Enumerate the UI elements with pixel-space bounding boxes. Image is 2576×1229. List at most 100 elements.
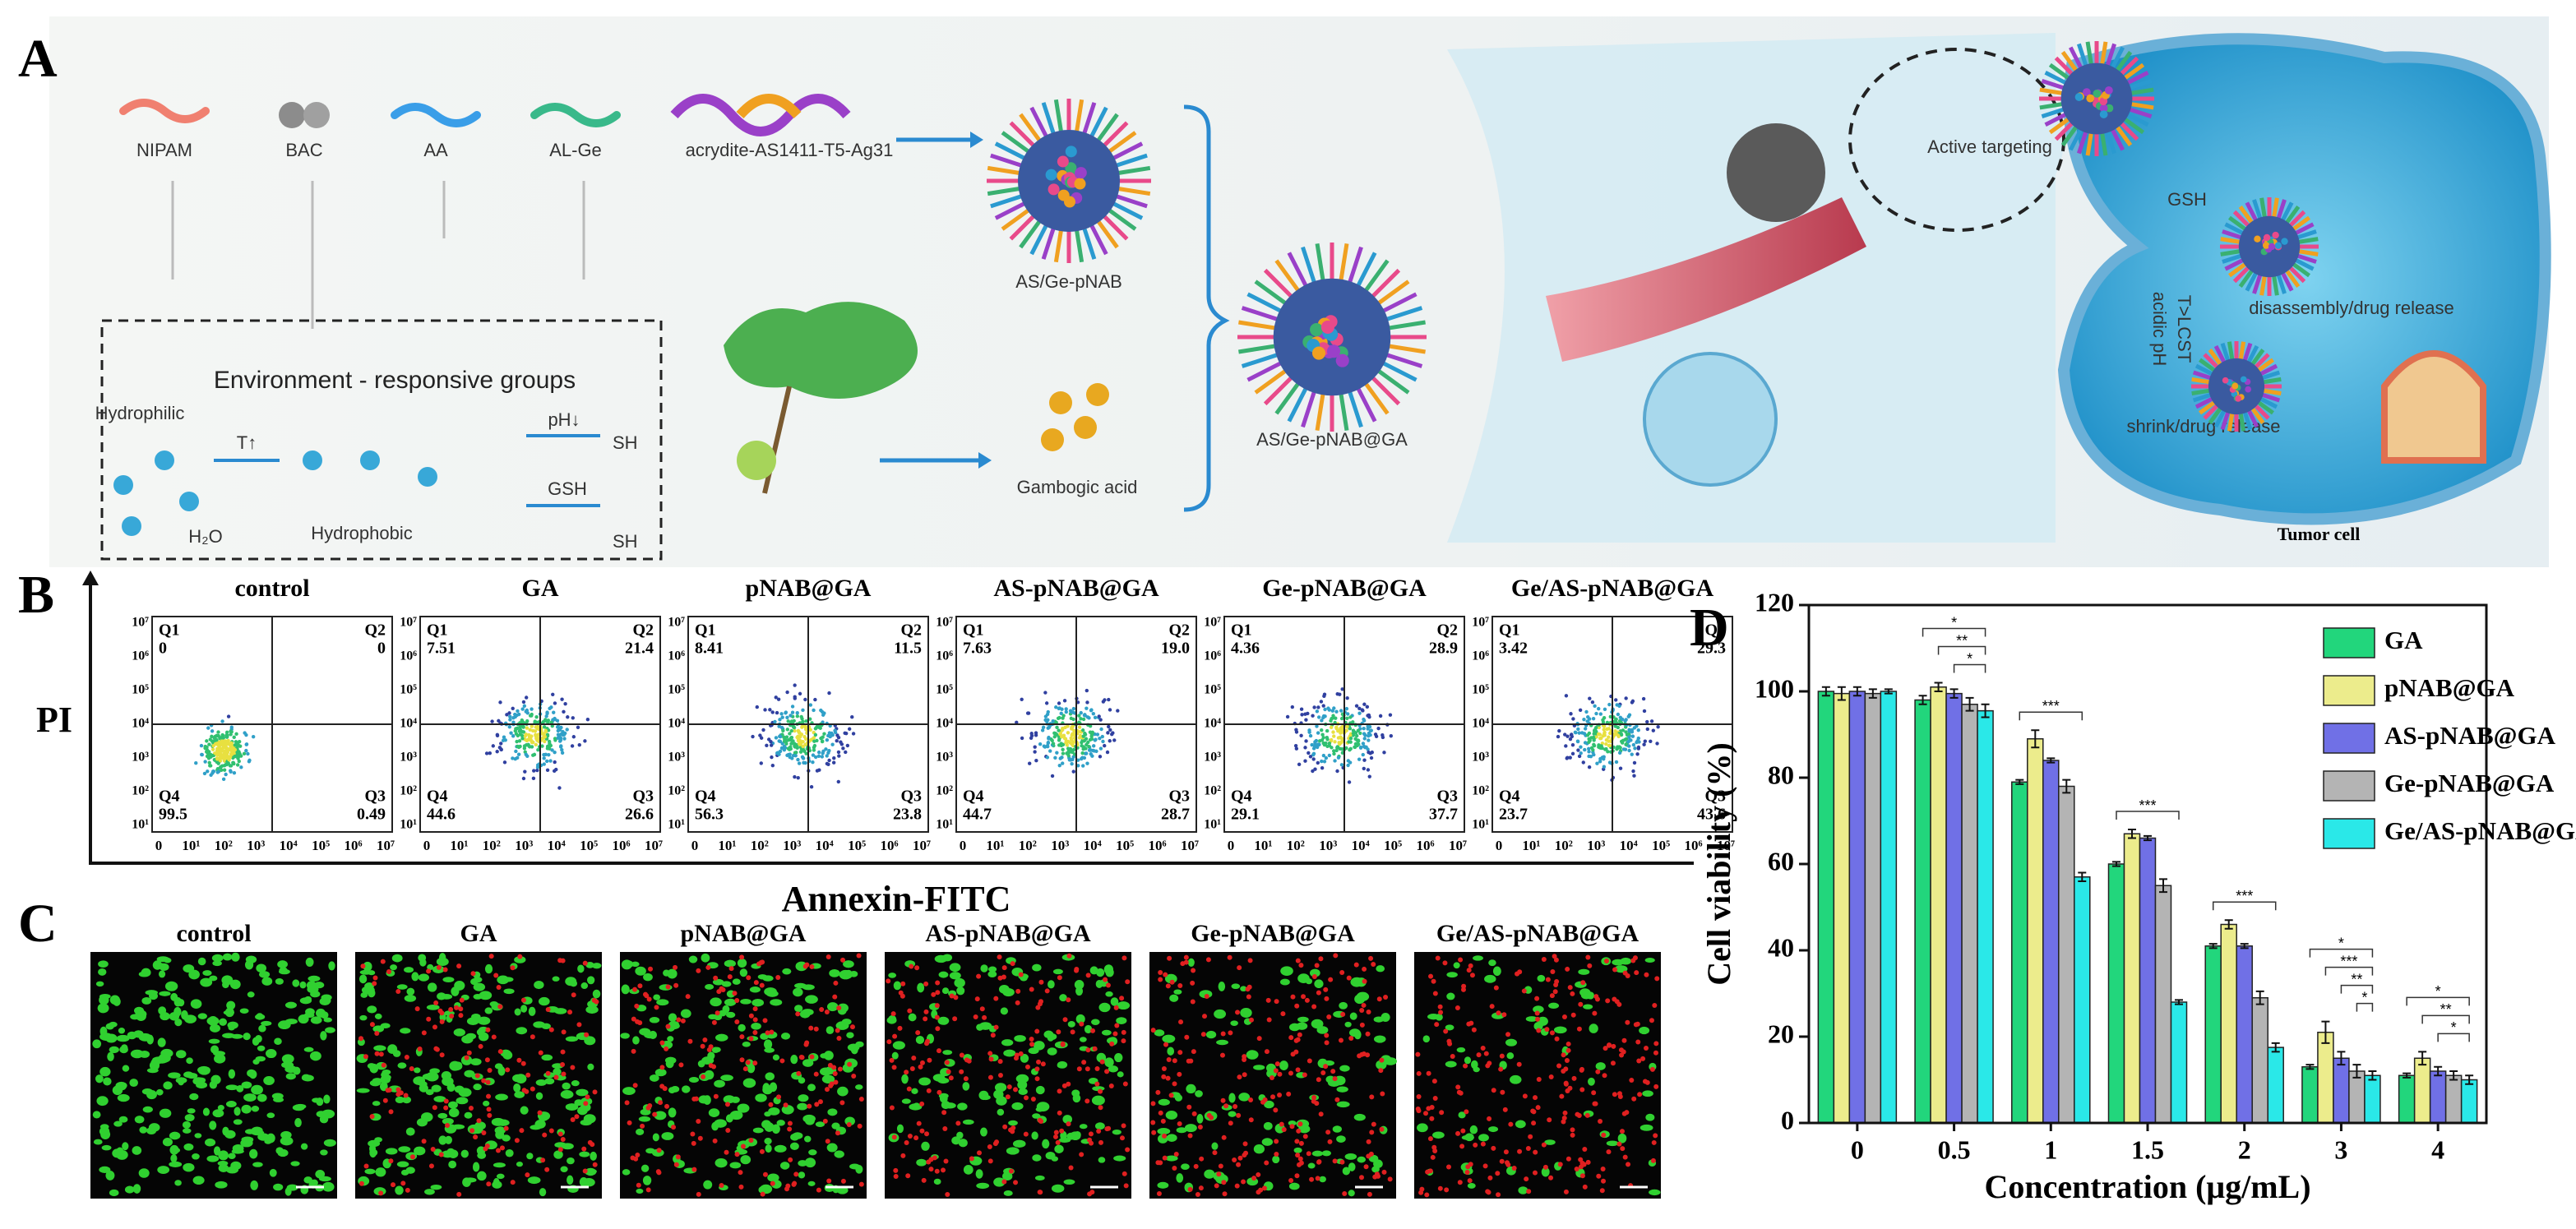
- live-cell: [713, 1013, 723, 1021]
- event-dot: [215, 757, 220, 761]
- nanogel-strand: [2191, 377, 2210, 385]
- live-cell: [763, 1039, 773, 1050]
- event-dot: [1320, 732, 1325, 737]
- event-dot: [1313, 767, 1317, 771]
- live-cell: [207, 1016, 219, 1026]
- event-dot: [1570, 742, 1575, 747]
- live-cell: [949, 963, 961, 973]
- error-bar: [2271, 1042, 2280, 1053]
- x-tick-label: 10⁷: [1717, 838, 1735, 853]
- live-cell: [197, 1013, 207, 1019]
- significance-bracket: [2309, 948, 2374, 958]
- event-dot: [1304, 718, 1308, 722]
- event-dot: [1080, 743, 1084, 748]
- nanogel-strand: [2044, 70, 2067, 85]
- live-cell: [502, 1051, 513, 1060]
- live-cell: [837, 1003, 849, 1013]
- dead-cell: [919, 1060, 925, 1065]
- nanogel-bead: [2268, 243, 2276, 251]
- dead-cell: [775, 974, 781, 980]
- event-dot: [1587, 737, 1591, 742]
- live-cell: [303, 1176, 312, 1184]
- quadrant-name: Q3: [632, 788, 654, 806]
- dead-cell: [988, 1056, 994, 1062]
- nanogel-strand: [1238, 344, 1277, 354]
- significance-bracket: [2356, 1002, 2374, 1012]
- dead-cell: [449, 1013, 455, 1019]
- dead-cell: [1162, 1155, 1168, 1161]
- event-dot: [1569, 712, 1573, 716]
- dead-cell: [857, 1123, 863, 1129]
- dead-cell: [1359, 1175, 1365, 1180]
- live-cell: [911, 1088, 918, 1095]
- dead-cell: [919, 1128, 925, 1134]
- live-cell: [798, 1094, 809, 1102]
- event-dot: [1045, 755, 1050, 760]
- live-cell: [762, 975, 774, 982]
- dead-cell: [787, 1120, 793, 1126]
- live-cell: [1031, 1131, 1038, 1140]
- dead-cell: [1277, 1071, 1283, 1077]
- quadrant-value: 7.51: [427, 640, 456, 658]
- live-cell: [448, 1107, 460, 1118]
- event-dot: [1615, 746, 1619, 751]
- live-cell: [703, 1180, 713, 1190]
- event-dot: [1339, 709, 1343, 713]
- dead-cell: [544, 1167, 550, 1172]
- bar: [2429, 1070, 2447, 1124]
- live-cell: [771, 1124, 780, 1134]
- live-cell: [1506, 1052, 1515, 1060]
- dead-cell: [466, 1050, 472, 1056]
- event-dot: [1613, 729, 1617, 733]
- event-dot: [1627, 735, 1631, 739]
- event-dot: [1624, 718, 1628, 722]
- event-dot: [237, 759, 241, 764]
- nanogel-strand: [2123, 117, 2145, 135]
- dead-cell: [952, 1016, 958, 1022]
- event-dot: [553, 738, 557, 742]
- dead-cell: [1070, 1029, 1075, 1035]
- live-cell: [460, 1149, 469, 1158]
- live-cell: [107, 1051, 114, 1061]
- event-dot: [206, 769, 210, 774]
- event-dot: [238, 753, 243, 758]
- dead-cell: [1332, 1158, 1338, 1164]
- event-dot: [1061, 761, 1065, 765]
- live-cell: [1537, 1016, 1548, 1026]
- y-tick-label: 10⁴: [936, 717, 953, 731]
- event-dot: [1621, 738, 1626, 743]
- plot-title: control: [234, 575, 309, 602]
- dead-cell: [481, 1078, 487, 1083]
- event-dot: [543, 735, 548, 739]
- legend-label: GA: [2384, 626, 2423, 654]
- live-cell: [1017, 1079, 1028, 1090]
- dead-cell: [553, 1074, 559, 1080]
- live-cell: [954, 977, 965, 988]
- live-cell: [916, 1158, 927, 1167]
- dead-cell: [442, 967, 448, 973]
- live-cell: [200, 977, 213, 987]
- live-cell: [652, 1133, 659, 1142]
- tumor-mass: [1727, 123, 1825, 222]
- dead-cell: [826, 1178, 832, 1184]
- event-dot: [218, 759, 223, 763]
- event-dot: [1294, 746, 1299, 751]
- nanogel-bead: [2105, 104, 2114, 113]
- dead-cell: [1311, 974, 1317, 980]
- nanogel-strand: [1246, 292, 1283, 313]
- nanogel-strand: [1387, 320, 1426, 330]
- live-cell: [184, 1114, 195, 1122]
- event-dot: [484, 751, 489, 755]
- image-title: Ge/AS-pNAB@GA: [1436, 920, 1639, 947]
- event-dot: [530, 712, 534, 717]
- event-dot: [1101, 700, 1106, 704]
- event-dot: [239, 765, 243, 769]
- live-cell: [305, 957, 314, 968]
- live-cell: [513, 1083, 521, 1093]
- dead-cell: [673, 982, 679, 988]
- event-dot: [521, 730, 526, 734]
- dead-cell: [363, 1054, 368, 1060]
- event-dot: [804, 737, 808, 742]
- event-dot: [826, 762, 830, 766]
- dead-cell: [676, 1017, 682, 1023]
